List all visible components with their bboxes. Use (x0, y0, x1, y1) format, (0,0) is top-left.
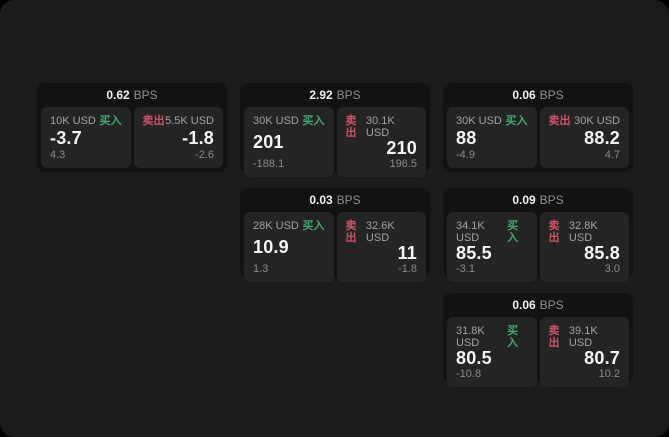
sell-label: 卖出 (548, 115, 571, 127)
quote-card: 0.06 BPS 31.8K USD 买入 80.5 -10.8 卖出 39.1… (443, 293, 633, 387)
sell-price: -1.8 (182, 127, 214, 148)
buy-panel[interactable]: 30K USD 买入 88 -4.9 (447, 107, 537, 168)
buy-amount: 31.8K USD (456, 325, 485, 349)
buy-amount: 10K USD (50, 115, 96, 127)
sell-delta: 10.2 (598, 368, 620, 380)
bps-unit-label: BPS (133, 88, 158, 102)
buy-price: 88 (456, 127, 477, 148)
buy-delta: -3.1 (456, 263, 475, 275)
quote-panels: 34.1K USD 买入 85.5 -3.1 卖出 32.8K USD 85.8… (447, 212, 629, 282)
buy-panel[interactable]: 10K USD 买入 -3.7 4.3 (41, 107, 131, 168)
sell-price: 88.2 (584, 127, 620, 148)
sell-label: 卖出 (548, 220, 560, 244)
buy-panel[interactable]: 28K USD 买入 10.9 1.3 (244, 212, 334, 282)
buy-label: 买入 (507, 325, 519, 349)
quote-card: 0.09 BPS 34.1K USD 买入 85.5 -3.1 卖出 32.8K… (443, 188, 633, 282)
sell-delta: 3.0 (604, 263, 620, 275)
quote-panels: 30K USD 买入 88 -4.9 卖出 30K USD 88.2 4.7 (447, 107, 629, 168)
buy-amount: 28K USD (253, 220, 299, 232)
sell-delta: 196.5 (389, 158, 417, 170)
bps-value: 0.06 (512, 88, 536, 102)
quote-panels: 30K USD 买入 201 -188.1 卖出 30.1K USD 210 1… (244, 107, 426, 177)
buy-delta: -4.9 (456, 149, 475, 161)
buy-delta: 1.3 (253, 263, 269, 275)
sell-amount: 30K USD (574, 115, 620, 127)
quote-panels: 31.8K USD 买入 80.5 -10.8 卖出 39.1K USD 80.… (447, 317, 629, 387)
quote-card: 0.62 BPS 10K USD 买入 -3.7 4.3 卖出 5.5K USD (37, 83, 227, 172)
buy-label: 买入 (507, 220, 519, 244)
buy-delta: -10.8 (456, 368, 482, 380)
quote-panels: 10K USD 买入 -3.7 4.3 卖出 5.5K USD -1.8 -2.… (41, 107, 223, 168)
buy-panel[interactable]: 31.8K USD 买入 80.5 -10.8 (447, 317, 537, 387)
bps-value: 0.09 (512, 193, 536, 207)
buy-panel[interactable]: 30K USD 买入 201 -188.1 (244, 107, 334, 177)
bps-unit-label: BPS (336, 88, 361, 102)
sell-delta: 4.7 (604, 149, 620, 161)
buy-label: 买入 (302, 115, 325, 127)
card-header: 2.92 BPS (244, 83, 426, 107)
card-header: 0.03 BPS (244, 188, 426, 212)
quote-card: 0.03 BPS 28K USD 买入 10.9 1.3 卖出 32.6K US… (240, 188, 430, 282)
buy-amount: 30K USD (456, 115, 502, 127)
buy-price: 80.5 (456, 348, 492, 368)
sell-panel[interactable]: 卖出 39.1K USD 80.7 10.2 (539, 317, 629, 387)
sell-price: 80.7 (584, 348, 620, 368)
bps-value: 0.03 (309, 193, 333, 207)
buy-label: 买入 (99, 115, 122, 127)
card-header: 0.06 BPS (447, 293, 629, 317)
sell-panel[interactable]: 卖出 32.6K USD 11 -1.8 (336, 212, 426, 282)
sell-delta: -2.6 (195, 149, 214, 161)
buy-price: 201 (253, 132, 284, 152)
quote-card-grid: 0.62 BPS 10K USD 买入 -3.7 4.3 卖出 5.5K USD (37, 83, 633, 387)
sell-delta: -1.8 (398, 263, 417, 275)
sell-label: 卖出 (345, 220, 357, 244)
sell-price: 11 (397, 243, 417, 263)
quote-card: 0.06 BPS 30K USD 买入 88 -4.9 卖出 30K USD (443, 83, 633, 172)
bps-value: 0.62 (106, 88, 130, 102)
sell-amount: 30.1K USD (365, 115, 395, 139)
buy-label: 买入 (302, 220, 325, 232)
quote-card: 2.92 BPS 30K USD 买入 201 -188.1 卖出 30.1K … (240, 83, 430, 177)
sell-label: 卖出 (345, 115, 357, 139)
sell-label: 卖出 (548, 325, 560, 349)
card-header: 0.62 BPS (41, 83, 223, 107)
sell-panel[interactable]: 卖出 30.1K USD 210 196.5 (336, 107, 426, 177)
sell-amount: 5.5K USD (165, 115, 214, 127)
sell-panel[interactable]: 卖出 5.5K USD -1.8 -2.6 (133, 107, 223, 168)
buy-price: 10.9 (253, 237, 289, 257)
bps-value: 2.92 (309, 88, 333, 102)
bps-unit-label: BPS (539, 193, 564, 207)
sell-amount: 32.8K USD (568, 220, 598, 244)
buy-label: 买入 (505, 115, 528, 127)
sell-panel[interactable]: 卖出 32.8K USD 85.8 3.0 (539, 212, 629, 282)
sell-panel[interactable]: 卖出 30K USD 88.2 4.7 (539, 107, 629, 168)
sell-label: 卖出 (142, 115, 165, 127)
bps-unit-label: BPS (336, 193, 361, 207)
buy-price: 85.5 (456, 243, 492, 263)
card-header: 0.09 BPS (447, 188, 629, 212)
buy-delta: 4.3 (50, 149, 66, 161)
sell-amount: 39.1K USD (568, 325, 598, 349)
buy-delta: -188.1 (253, 158, 285, 170)
buy-panel[interactable]: 34.1K USD 买入 85.5 -3.1 (447, 212, 537, 282)
bps-value: 0.06 (512, 298, 536, 312)
bps-unit-label: BPS (539, 298, 564, 312)
card-header: 0.06 BPS (447, 83, 629, 107)
buy-amount: 30K USD (253, 115, 299, 127)
sell-price: 85.8 (584, 243, 620, 263)
bps-unit-label: BPS (539, 88, 564, 102)
sell-price: 210 (386, 138, 417, 158)
quote-panels: 28K USD 买入 10.9 1.3 卖出 32.6K USD 11 -1.8 (244, 212, 426, 282)
buy-amount: 34.1K USD (456, 220, 485, 244)
buy-price: -3.7 (50, 127, 82, 148)
sell-amount: 32.6K USD (365, 220, 395, 244)
